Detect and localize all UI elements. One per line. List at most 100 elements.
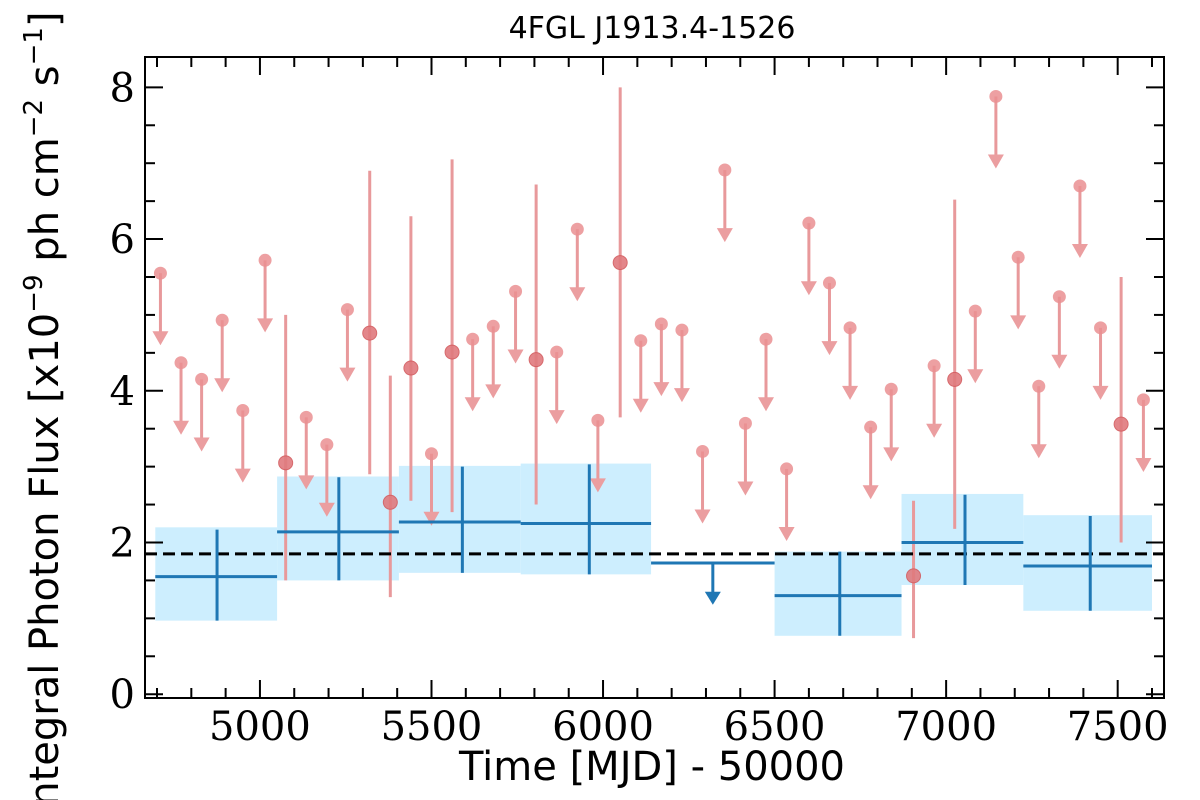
data-point [195, 372, 209, 386]
upper-limit-arrow [1135, 457, 1152, 472]
upper-limit-arrow [778, 526, 795, 541]
data-point [1073, 179, 1087, 193]
y-tick-label: 8 [110, 65, 135, 111]
upper-limit-arrow [548, 410, 565, 425]
upper-limit-arrow [193, 437, 210, 452]
data-point [299, 410, 313, 424]
upper-limit-arrow [1051, 354, 1068, 369]
x-tick-label: 6500 [724, 704, 826, 750]
data-point [968, 304, 982, 318]
data-point [759, 332, 773, 346]
data-point [1052, 290, 1066, 304]
data-point [236, 403, 250, 417]
upper-limit-arrow [694, 509, 711, 524]
bin-upper-limit-arrow [704, 591, 721, 605]
data-point [843, 321, 857, 335]
data-point [802, 216, 816, 230]
axes-frame [144, 56, 1165, 699]
data-point [570, 222, 584, 236]
upper-limit-arrow [173, 420, 190, 435]
uncertainty-band [520, 463, 652, 575]
data-point [822, 276, 836, 290]
upper-limit-arrow [298, 475, 315, 490]
x-tick-label: 6000 [552, 704, 654, 750]
x-tick-label: 5000 [209, 704, 311, 750]
upper-limit-arrow [507, 349, 524, 364]
y-tick-label: 6 [110, 217, 135, 263]
upper-limit-arrow [673, 388, 690, 403]
data-point [884, 382, 898, 396]
chart-title: 4FGL J1913.4-1526 [509, 11, 796, 46]
y-tick-label: 4 [110, 369, 135, 415]
data-point [1136, 393, 1150, 407]
data-point [509, 284, 523, 298]
data-point [1032, 379, 1046, 393]
x-tick-label: 5500 [381, 704, 483, 750]
upper-limit-arrow [842, 385, 859, 400]
upper-limit-arrow [589, 478, 606, 493]
data-point [654, 317, 668, 331]
x-axis-title: Time [MJD] - 50000 [458, 744, 845, 790]
data-point [947, 371, 963, 387]
data-point [486, 319, 500, 333]
upper-limit-arrow [926, 423, 943, 438]
y-tick-label: 0 [110, 672, 135, 718]
data-point [1094, 321, 1108, 335]
data-point [258, 253, 272, 267]
y-tick-label: 2 [110, 520, 135, 566]
upper-limit-arrow [234, 468, 251, 483]
data-point [906, 568, 922, 584]
data-point [528, 352, 544, 368]
data-point [403, 360, 419, 376]
upper-limit-arrow [800, 281, 817, 296]
data-point [780, 462, 794, 476]
uncertainty-band [398, 465, 521, 573]
x-tick-label: 7000 [895, 704, 997, 750]
upper-limit-arrow [569, 287, 586, 302]
upper-limit-arrow [1071, 244, 1088, 259]
data-point [174, 356, 188, 370]
upper-limit-arrow [737, 481, 754, 496]
data-point [927, 359, 941, 373]
data-point [1011, 250, 1025, 264]
data-point [718, 163, 732, 177]
upper-limit-arrow [821, 341, 838, 356]
upper-limit-arrow [716, 228, 733, 243]
upper-limit-arrow [632, 398, 649, 413]
upper-limit-arrow [485, 384, 502, 399]
data-point [278, 455, 294, 471]
upper-limit-arrow [423, 511, 440, 526]
data-point [696, 444, 710, 458]
upper-limit-arrow [214, 378, 231, 393]
data-point [444, 344, 460, 360]
upper-limit-arrow [339, 367, 356, 382]
uncertainty-band [774, 551, 902, 636]
upper-limit-arrow [987, 154, 1004, 169]
y-axis-title: Integral Photon Flux [x10−9 ph cm−2 s−1] [19, 11, 68, 800]
upper-limit-arrow [257, 318, 274, 333]
upper-limit-arrow [758, 397, 775, 412]
upper-limit-arrow [1092, 385, 1109, 400]
data-point [215, 313, 229, 327]
upper-limit-arrow [653, 382, 670, 397]
upper-limit-arrow [152, 331, 169, 346]
data-point [864, 420, 878, 434]
data-point [382, 494, 398, 510]
data-point [424, 447, 438, 461]
axis-ticks: 0 2 4 6 8 5000 5500 6000 6500 7000 7500 [110, 57, 1169, 750]
data-point [320, 438, 334, 452]
data-point [634, 334, 648, 348]
plot-area [145, 87, 1164, 639]
data-point [1113, 416, 1129, 432]
upper-limit-arrow [464, 397, 481, 412]
data-point [989, 89, 1003, 103]
upper-limit-arrow [1030, 444, 1047, 459]
data-point [550, 345, 564, 359]
data-point [675, 323, 689, 337]
data-point [340, 303, 354, 317]
upper-limit-arrow [862, 485, 879, 500]
upper-limit-arrow [883, 447, 900, 462]
upper-limit-arrow [1010, 315, 1027, 330]
data-point [153, 266, 167, 280]
